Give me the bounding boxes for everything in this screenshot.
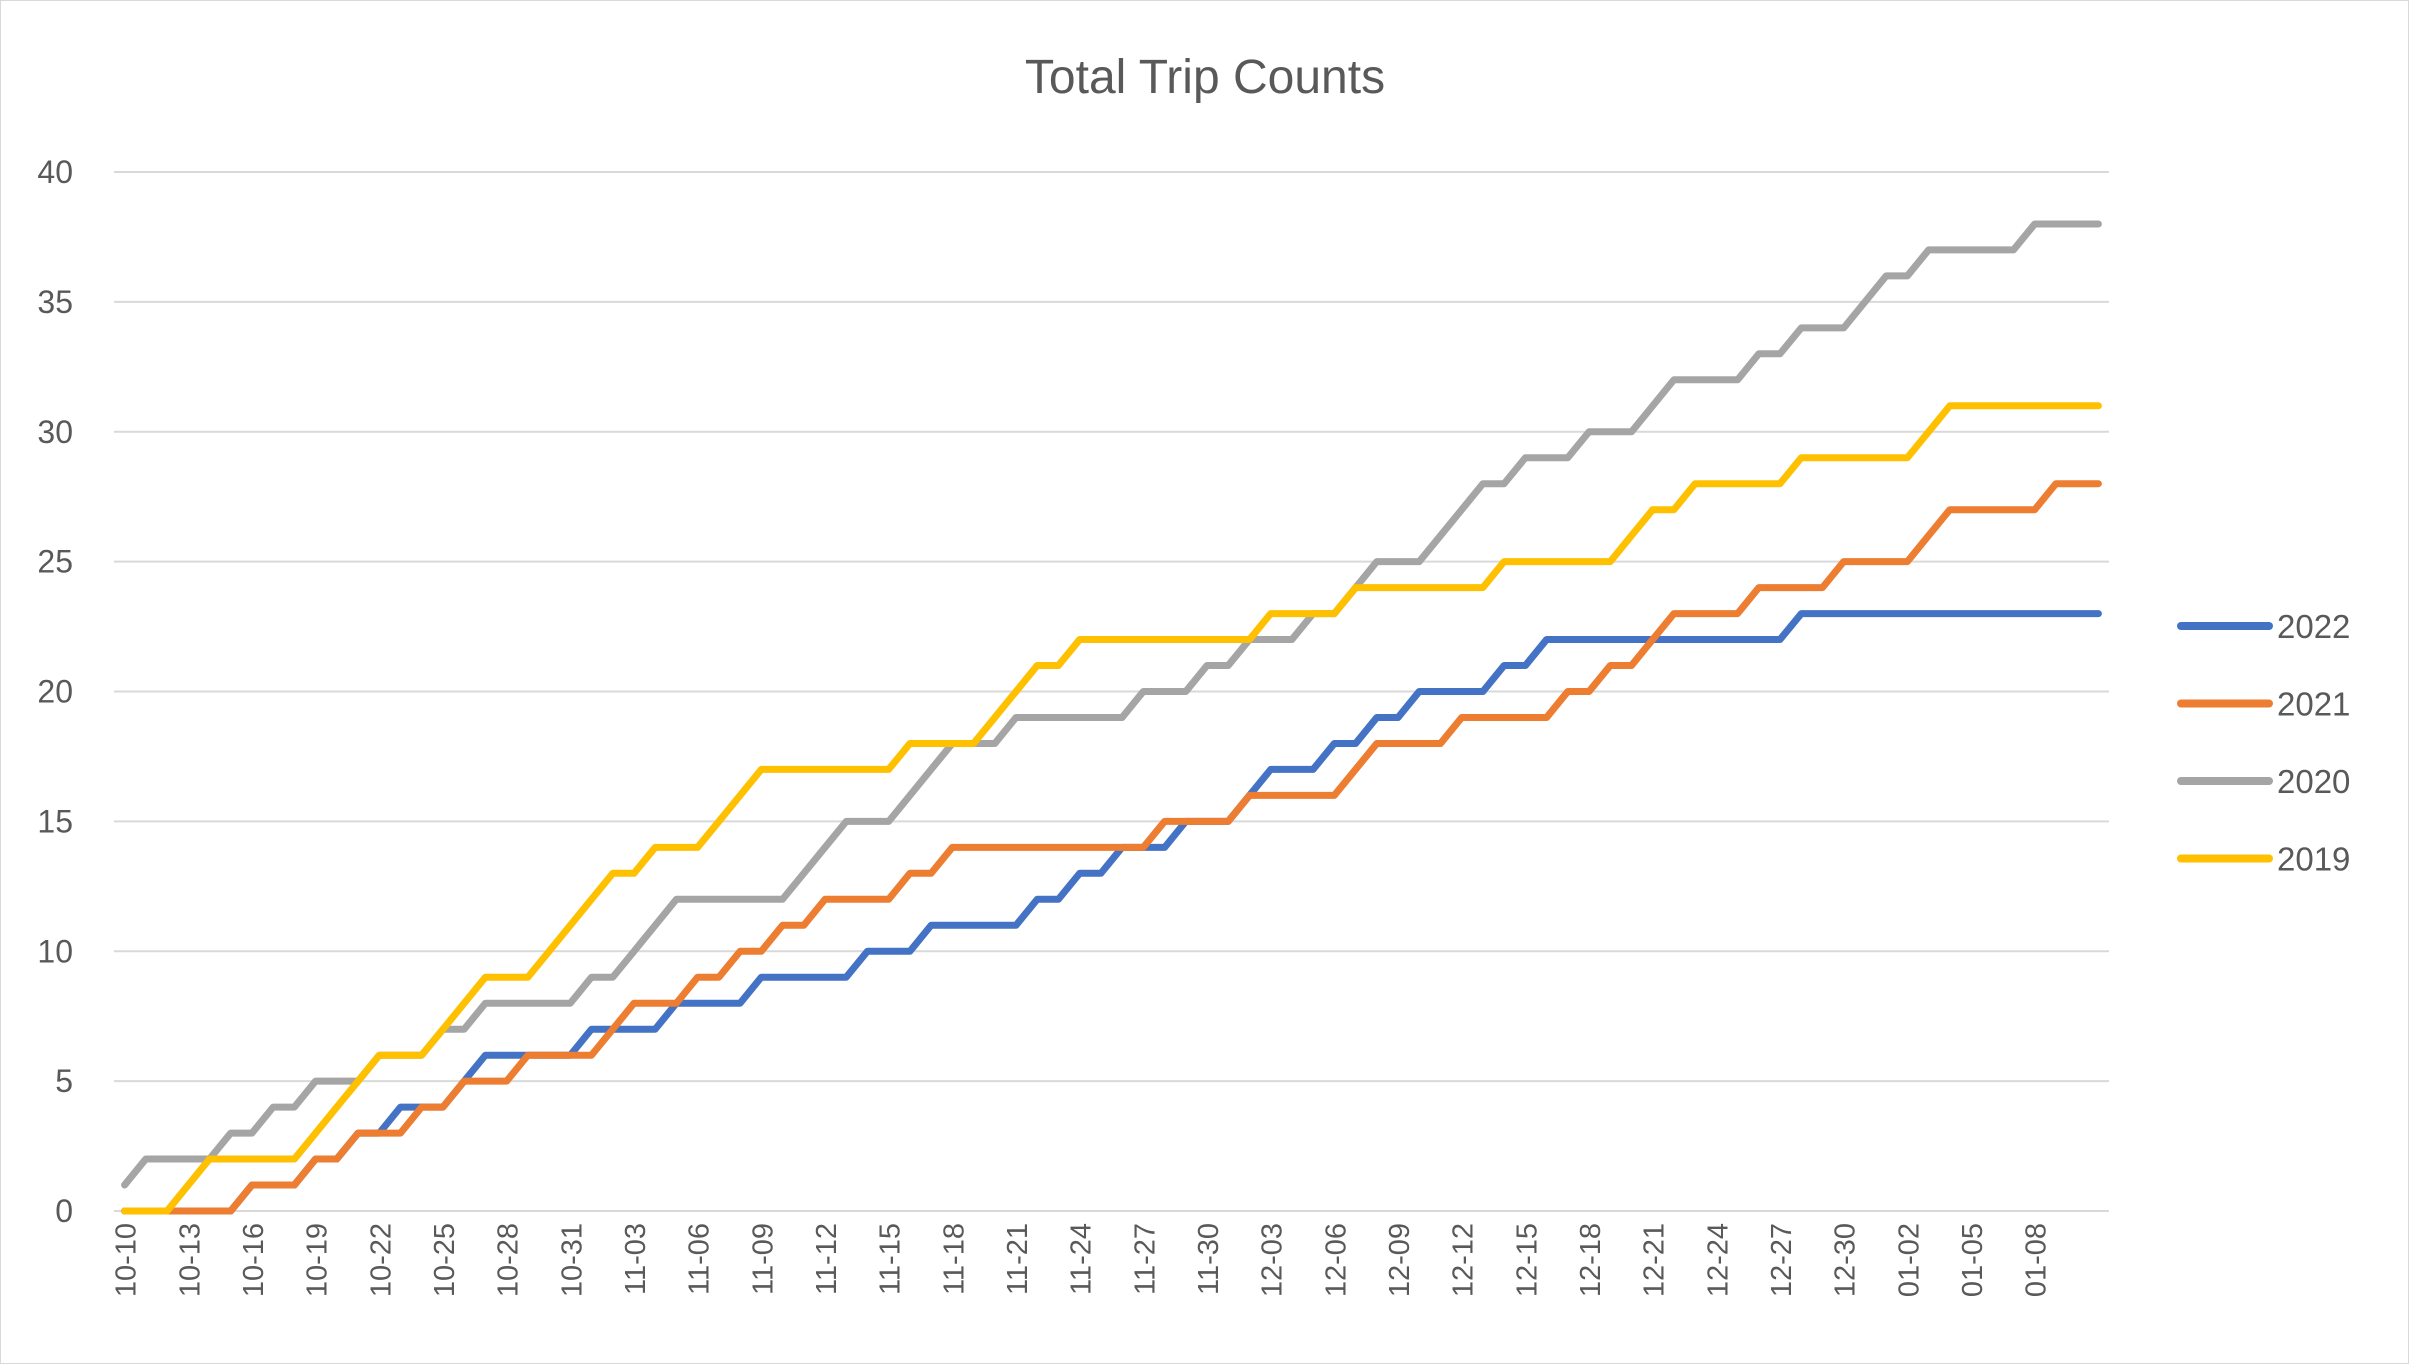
legend: 2022 2021 2020 2019 [2177, 608, 2350, 878]
y-tick-label: 0 [55, 1193, 73, 1229]
x-tick-label: 12-27 [1766, 1223, 1798, 1297]
x-tick-label: 12-15 [1511, 1223, 1543, 1297]
legend-label: 2020 [2277, 763, 2350, 800]
x-tick-label: 11-06 [684, 1223, 716, 1295]
x-tick-label: 11-09 [747, 1223, 779, 1295]
series-line-2021 [121, 480, 2102, 1215]
y-tick-label: 5 [55, 1063, 73, 1099]
x-tick-label: 11-30 [1193, 1223, 1225, 1295]
legend-label: 2019 [2277, 841, 2350, 878]
x-tick-label: 10-22 [365, 1223, 397, 1297]
legend-label: 2021 [2277, 686, 2350, 723]
x-tick-label: 12-30 [1830, 1223, 1862, 1297]
x-tick-label: 11-27 [1129, 1223, 1161, 1295]
x-tick-label: 12-06 [1320, 1223, 1352, 1297]
x-tick-label: 10-19 [302, 1223, 334, 1297]
x-tick-label: 11-21 [1002, 1223, 1034, 1295]
x-tick-label: 10-25 [429, 1223, 461, 1297]
y-tick-label: 20 [37, 674, 73, 710]
x-tick-label: 11-18 [938, 1223, 970, 1295]
y-tick-label: 40 [37, 154, 73, 190]
series-line-2022 [121, 610, 2102, 1215]
gridlines [114, 171, 2109, 1212]
x-tick-label: 11-12 [811, 1223, 843, 1295]
x-tick-label: 12-18 [1575, 1223, 1607, 1297]
x-tick-label: 12-09 [1384, 1223, 1416, 1297]
x-tick-label: 11-03 [620, 1223, 652, 1295]
y-tick-label: 25 [37, 544, 73, 580]
x-tick-label: 12-24 [1702, 1223, 1734, 1297]
y-tick-label: 15 [37, 803, 73, 839]
series-lines [121, 220, 2102, 1215]
x-tick-label: 12-03 [1257, 1223, 1289, 1297]
x-tick-label: 12-12 [1448, 1223, 1480, 1297]
x-tick-label: 10-13 [174, 1223, 206, 1297]
series-line-2019 [121, 402, 2102, 1215]
x-tick-label: 10-16 [238, 1223, 270, 1297]
x-tick-label: 10-31 [556, 1223, 588, 1297]
x-tick-label: 11-15 [875, 1223, 907, 1295]
x-tick-label: 01-02 [1893, 1223, 1925, 1297]
x-tick-label: 01-05 [1957, 1223, 1989, 1297]
x-tick-label: 12-21 [1639, 1223, 1671, 1297]
y-tick-label: 30 [37, 414, 73, 450]
y-tick-label: 10 [37, 933, 73, 969]
x-tick-label: 01-08 [2021, 1223, 2053, 1297]
x-axis-ticks: 10-10 10-13 10-16 10-19 10-22 10-25 10-28 10-31… [111, 1223, 2053, 1297]
y-axis-ticks: 0 5 10 15 20 25 30 35 40 [37, 154, 73, 1229]
x-tick-label: 11-24 [1066, 1223, 1098, 1295]
series-line-2020 [121, 220, 2102, 1189]
chart-title: Total Trip Counts [1025, 51, 1385, 104]
legend-label: 2022 [2277, 608, 2350, 645]
y-tick-label: 35 [37, 284, 73, 320]
x-tick-label: 10-10 [111, 1223, 143, 1297]
x-tick-label: 10-28 [493, 1223, 525, 1297]
